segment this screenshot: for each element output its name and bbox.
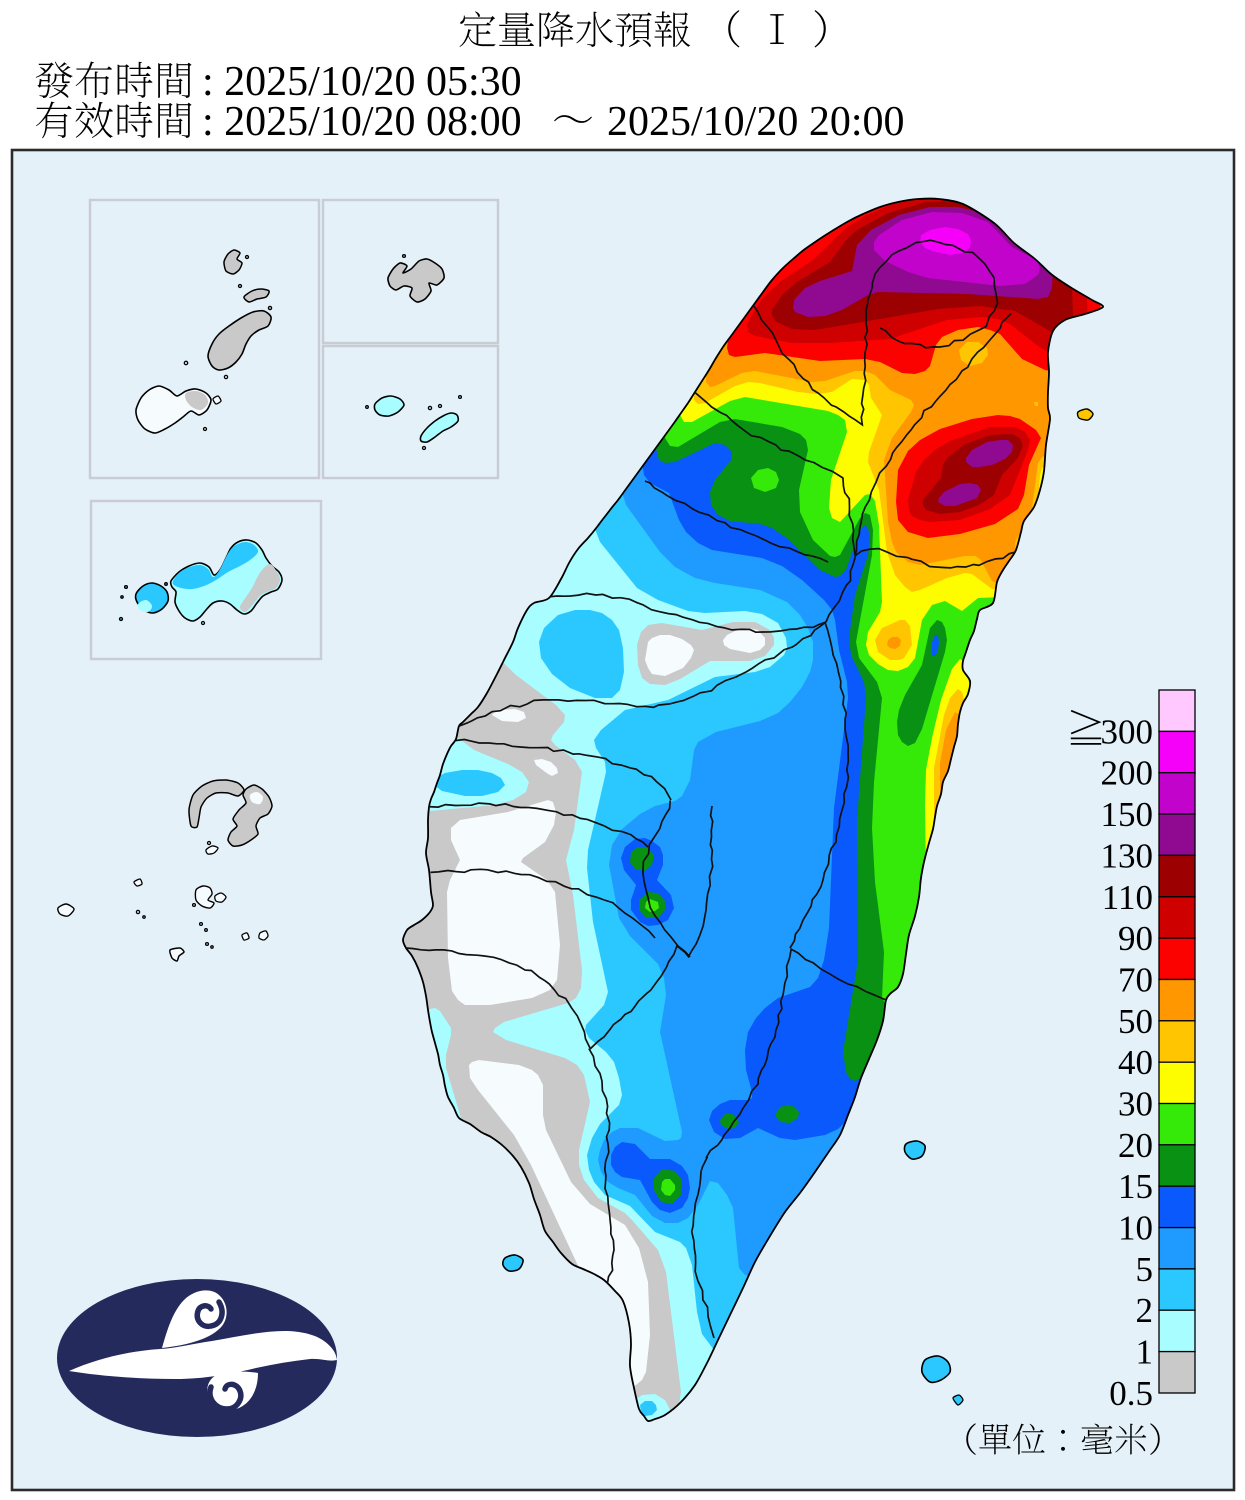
svg-text:2025/10/20 20:00: 2025/10/20 20:00	[607, 99, 905, 145]
svg-text:70: 70	[1118, 961, 1153, 1000]
svg-text:130: 130	[1101, 836, 1154, 875]
svg-text:: 2025/10/20 05:30: : 2025/10/20 05:30	[202, 59, 522, 105]
svg-text:2: 2	[1136, 1291, 1154, 1330]
svg-text:50: 50	[1118, 1002, 1153, 1041]
svg-text:5: 5	[1136, 1250, 1154, 1289]
svg-text:300: 300	[1101, 712, 1154, 751]
svg-text:200: 200	[1101, 754, 1154, 793]
svg-text:: 2025/10/20 08:00: : 2025/10/20 08:00	[202, 99, 522, 145]
svg-text:110: 110	[1102, 878, 1153, 917]
svg-text:0.5: 0.5	[1109, 1374, 1153, 1413]
svg-text:90: 90	[1118, 919, 1153, 958]
svg-text:150: 150	[1101, 795, 1154, 834]
svg-text:20: 20	[1118, 1126, 1153, 1165]
svg-text:30: 30	[1118, 1085, 1153, 1124]
svg-text:10: 10	[1118, 1209, 1153, 1248]
svg-text:1: 1	[1136, 1333, 1154, 1372]
svg-text:40: 40	[1118, 1043, 1153, 1082]
svg-text:15: 15	[1118, 1167, 1153, 1206]
